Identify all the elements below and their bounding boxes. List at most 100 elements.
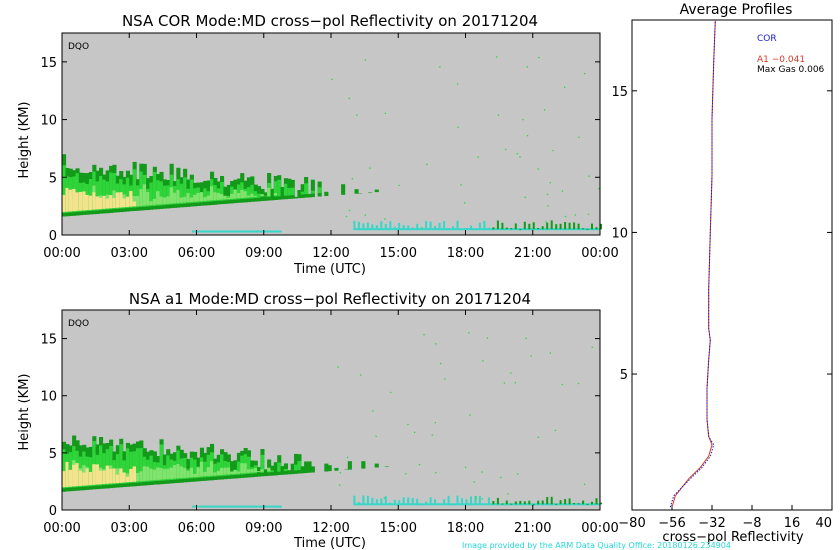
cloud-column <box>270 188 275 201</box>
cloud-column-light <box>223 467 228 475</box>
surface-return-spike <box>519 229 522 231</box>
cloud-core <box>82 191 87 211</box>
cloud-core <box>75 463 80 487</box>
cloud-column-light <box>240 463 245 474</box>
surface-return-spike <box>429 497 432 505</box>
surface-return-spike <box>353 495 356 505</box>
cloud-column-light <box>132 196 137 207</box>
cloud-core <box>132 466 137 482</box>
cloud-column-inner <box>62 165 67 214</box>
cloud-column-light <box>136 473 141 482</box>
cloud-column-light <box>183 467 188 478</box>
top-panel: NSA COR Mode:MD cross−pol Reflectivity o… <box>17 12 619 277</box>
bottom-panel-title: NSA a1 Mode:MD cross−pol Reflectivity on… <box>129 290 531 308</box>
cloud-column-light <box>220 194 225 200</box>
cloud-column-light <box>146 466 151 481</box>
x-tick-label: 00:00 <box>43 521 80 536</box>
speckle-point <box>348 97 350 99</box>
cloud-column-inner <box>317 187 322 194</box>
cloud-column-inner <box>260 454 265 473</box>
cloud-core <box>99 470 104 485</box>
cloud-column-inner <box>246 456 251 474</box>
surface-return-spike <box>384 496 387 505</box>
cloud-column-light <box>152 469 157 481</box>
surface-return-spike <box>492 501 495 505</box>
cloud-core <box>122 198 127 208</box>
speckle-point <box>331 78 333 80</box>
cloud-column-light <box>236 193 241 199</box>
cloud-column-inner <box>92 441 97 486</box>
cloud-column-light <box>196 192 201 202</box>
top-cloud-layer <box>62 154 379 217</box>
cloud-column-light <box>169 187 174 204</box>
surface-return-spike <box>470 496 472 505</box>
credit-text: Image provided by the ARM Data Quality O… <box>462 541 731 550</box>
speckle-point <box>577 382 580 385</box>
cloud-core <box>115 474 120 483</box>
y-tick-label: 10 <box>40 114 57 129</box>
surface-return-spike <box>456 220 459 230</box>
cloud-column-light <box>166 196 171 204</box>
surface-return-spike <box>362 223 365 230</box>
speckle-point <box>587 213 590 215</box>
cloud-core <box>68 469 73 487</box>
cloud-column <box>361 461 366 469</box>
speckle-point <box>356 114 358 116</box>
x-tick-label: 18:00 <box>447 246 484 261</box>
cloud-column <box>324 463 329 472</box>
cloud-column-light <box>169 467 174 479</box>
speckle-point <box>418 464 421 466</box>
x-tick-label: 00:00 <box>43 246 80 261</box>
cloud-column-light <box>243 463 248 474</box>
surface-return-spike <box>541 226 544 230</box>
surface-return <box>353 228 600 231</box>
cloud-core <box>122 472 127 483</box>
speckle-point <box>469 414 471 416</box>
cloud-core <box>132 201 137 207</box>
speckle-point <box>519 156 521 158</box>
speckle-point <box>426 163 428 166</box>
surface-return-spike <box>425 501 428 505</box>
cloud-column <box>374 189 379 193</box>
surface-return-spike <box>366 222 369 230</box>
speckle-point <box>530 355 532 357</box>
cloud-column-inner <box>149 455 154 482</box>
surface-return-spike <box>411 498 414 505</box>
surface-return-spike <box>568 498 571 505</box>
x-tick-label: 03:00 <box>111 521 148 536</box>
cloud-column-light <box>149 468 154 481</box>
speckle-point <box>475 498 477 500</box>
profile-x-tick-label: 16 <box>784 516 801 531</box>
cloud-core <box>129 469 134 482</box>
profile-x-tick-label: −8 <box>742 516 761 531</box>
cloud-column-light <box>179 466 184 478</box>
speckle-point <box>537 168 539 170</box>
cloud-column <box>263 469 268 477</box>
top-speckle <box>331 56 600 223</box>
speckle-point <box>339 472 341 474</box>
surface-return-spike <box>398 222 401 230</box>
cloud-column-inner <box>277 179 282 197</box>
surface-return-spike <box>483 503 486 505</box>
cloud-column-light <box>273 193 278 196</box>
speckle-point <box>423 334 425 336</box>
speckle-point <box>364 59 366 61</box>
surface-return-spike <box>393 499 396 505</box>
cloud-column-light <box>149 201 154 206</box>
speckle-point <box>549 182 551 184</box>
surface-return-spike <box>474 229 477 230</box>
speckle-point <box>554 429 556 432</box>
speckle-point <box>434 422 436 424</box>
cloud-column-light <box>159 468 164 480</box>
cloud-column-light <box>186 193 191 203</box>
cloud-core <box>102 195 107 209</box>
cloud-column-inner <box>119 444 124 484</box>
speckle-point <box>549 352 551 354</box>
surface-return-spike <box>537 500 540 505</box>
speckle-point <box>481 471 483 473</box>
profile-line-cor <box>669 19 716 508</box>
surface-return-spike <box>470 225 472 230</box>
cloud-core <box>62 195 67 212</box>
surface-return-spike <box>501 503 504 505</box>
cloud-column-light <box>142 184 147 206</box>
